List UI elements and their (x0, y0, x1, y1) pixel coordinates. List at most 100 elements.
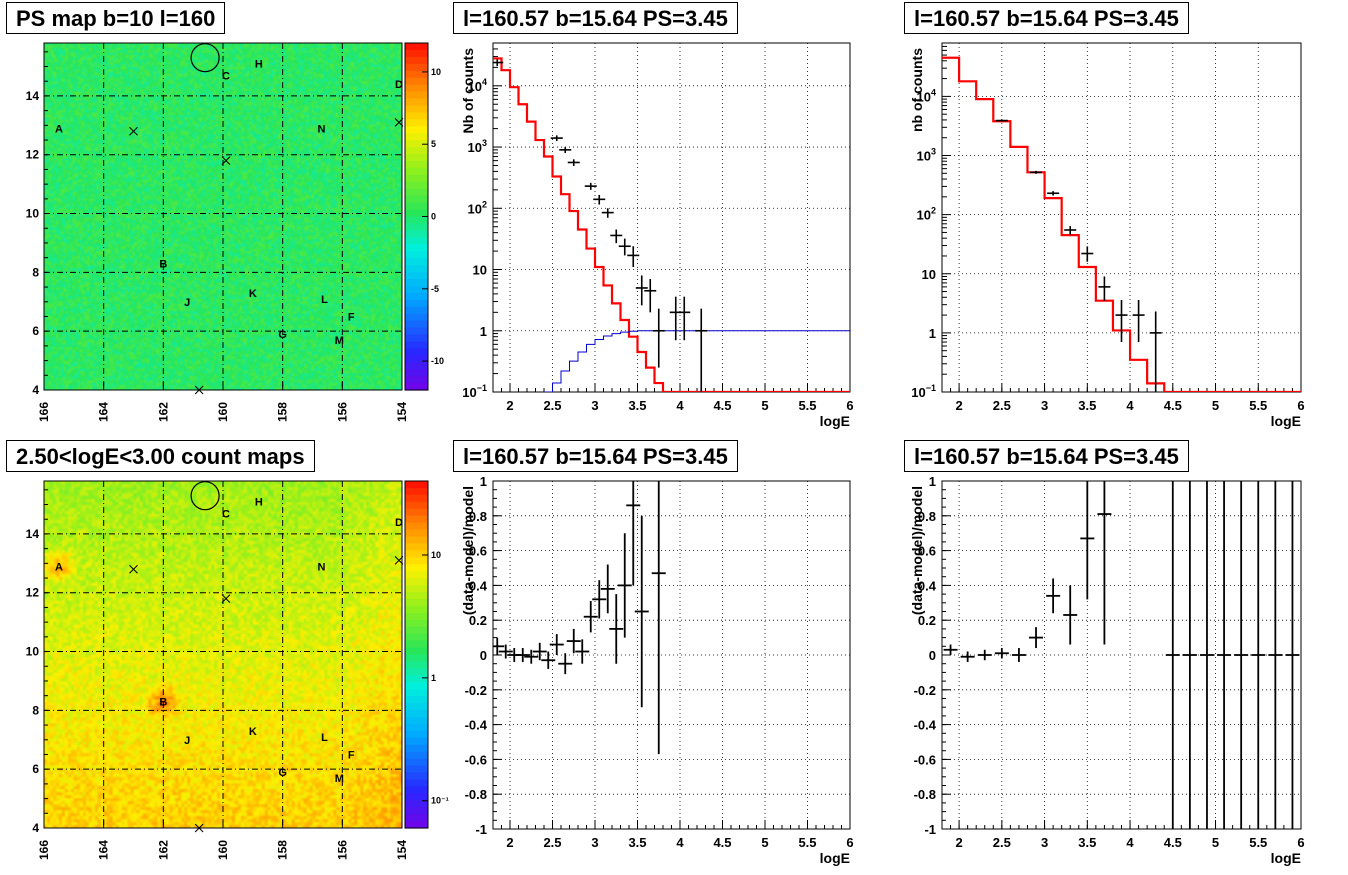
ps_map-source-label-b: B (159, 259, 167, 271)
count_map-frame (43, 480, 403, 829)
ps_map-colorbar-segment (405, 98, 428, 107)
spec1-y-axis-label: Nb of counts (460, 48, 476, 134)
count_map-colorbar-segment (405, 716, 428, 725)
count_map-colorbar-segment (405, 536, 428, 545)
count_map-colorbar-segment (405, 515, 428, 524)
resid1-y-tick-label: 0.8 (469, 509, 487, 524)
ps_map-y-tick-label: 12 (26, 148, 40, 162)
count_map-colorbar-segment (405, 529, 428, 538)
spec1-x-tick-label: 3 (591, 398, 598, 413)
count_map-colorbar-segment (405, 751, 428, 760)
count_map-colorbar-segment (405, 592, 428, 600)
count_map-colorbar-segment (405, 640, 428, 649)
resid1-x-tick-label: 5 (761, 835, 768, 850)
resid2-y-tick-label: 1 (929, 474, 936, 489)
spec1-x-axis-label: logE (820, 413, 850, 429)
count_map-colorbar-segment (405, 682, 428, 690)
ps_map-source-label-g: G (278, 329, 287, 341)
spec2-y-axis-label: nb of counts (909, 48, 925, 132)
ps_map-circle-marker (190, 43, 220, 73)
count_map-colorbar-tick-label: 1 (431, 673, 436, 683)
spec1-y-tick-label: 104 (468, 77, 487, 94)
spec1-x-tick-label: 2 (506, 398, 513, 413)
count_map-colorbar-segment (405, 654, 428, 663)
count_map-cross-marker (194, 823, 204, 833)
spec2-x-tick-label: 2.5 (993, 398, 1011, 413)
ps_map-colorbar-segment (405, 209, 428, 218)
ps_map-colorbar-segment (405, 278, 428, 287)
count_map-colorbar-segment (405, 800, 428, 808)
count_map-y-tick-label: 8 (32, 703, 39, 717)
ps_map-colorbar-segment (405, 147, 428, 155)
ps_map-colorbar-segment (405, 84, 428, 93)
ps_map-x-tick-label: 164 (97, 402, 111, 422)
ps_map-colorbar-tick-label: 5 (431, 139, 436, 149)
count_map-colorbar-segment (405, 675, 428, 683)
resid2-x-tick-label: 3 (1041, 835, 1048, 850)
count_map-colorbar-segment (405, 598, 428, 607)
spec2-y-tick-label: 1 (929, 326, 936, 341)
count_map-source-label-m: M (335, 773, 344, 785)
spec2-y-tick-label: 10−1 (911, 383, 936, 400)
count_map-colorbar-segment (405, 557, 428, 565)
spec1-x-tick-label: 6 (846, 398, 853, 413)
ps_map-colorbar-segment (405, 216, 428, 225)
resid2-y-tick-label: 0.2 (918, 613, 936, 628)
count_map-colorbar-segment (405, 772, 428, 781)
resid1-y-tick-label: -1 (475, 822, 487, 837)
ps_map-colorbar-segment (405, 383, 428, 391)
count_map-source-label-n: N (317, 561, 325, 573)
ps_map-x-tick-label: 154 (395, 402, 409, 422)
resid2-y-tick-label: -0.4 (914, 718, 937, 733)
count_map-source-label-d: D (395, 517, 403, 529)
resid2-y-tick-label: -0.6 (914, 752, 936, 767)
spec2-y-tick-label: 102 (917, 206, 936, 223)
resid2-x-tick-label: 5.5 (1249, 835, 1267, 850)
ps_map-colorbar-segment (405, 251, 428, 259)
resid2-y-tick-label: -1 (924, 822, 936, 837)
ps_map-y-tick-label: 14 (26, 89, 40, 103)
resid2-x-tick-label: 5 (1212, 835, 1219, 850)
count_map-colorbar-segment (405, 661, 428, 669)
spec2-series (942, 56, 1301, 392)
ps_map-colorbar-segment (405, 265, 428, 273)
ps_map-source-label-n: N (317, 123, 325, 135)
ps_map-colorbar-segment (405, 258, 428, 266)
count_map-x-tick-label: 154 (395, 840, 409, 860)
resid1-y-tick-label: 0 (480, 648, 487, 663)
ps_map-heatmap: 166 164 162 160 158 156 154 4 6 8 10 12 14 A B C D F G H J K L… (26, 42, 444, 422)
count_map-source-label-a: A (55, 561, 63, 573)
ps_map-colorbar-segment (405, 376, 428, 384)
ps_map-colorbar-segment (405, 174, 428, 183)
count_map-x-tick-label: 156 (335, 840, 349, 860)
ps_map-source-label-l: L (321, 294, 328, 306)
count_map-cross-marker (394, 556, 404, 565)
spec2-y-tick-label: 104 (917, 87, 936, 104)
count_map-source-label-c: C (222, 508, 230, 520)
count_map-colorbar-segment (405, 494, 428, 503)
ps_map-colorbar-segment (405, 154, 428, 162)
count_map-colorbar-segment (405, 710, 428, 718)
count_map-y-tick-label: 14 (26, 527, 40, 541)
count_map-source-label-b: B (159, 697, 167, 709)
resid2-frame (941, 480, 1302, 830)
spec1-y-tick-label: 102 (468, 199, 487, 216)
ps_map-x-tick-label: 158 (276, 402, 290, 422)
ps_map-colorbar-segment (405, 223, 428, 231)
count_map-x-tick-label: 162 (156, 840, 170, 860)
ps_map-colorbar-segment (405, 77, 428, 86)
ps_map-source-label-c: C (222, 70, 230, 82)
count_map-colorbar-segment (405, 786, 428, 794)
count_map-colorbar-segment (405, 578, 428, 586)
spec1-x-tick-label: 3.5 (628, 398, 646, 413)
count_map-colorbar-segment (405, 481, 428, 489)
count_map-colorbar-segment (405, 765, 428, 774)
resid2-series (943, 481, 1300, 829)
count_map-circle-marker (190, 481, 220, 511)
resid1-x-axis-label: logE (820, 850, 850, 866)
resid1-y-tick-label: 0.2 (469, 613, 487, 628)
ps_map-colorbar-segment (405, 292, 428, 301)
count_map-source-label-g: G (278, 767, 287, 779)
count_map-source-label-h: H (255, 497, 263, 509)
count_map-colorbar-tick-label: 10 (431, 550, 441, 560)
